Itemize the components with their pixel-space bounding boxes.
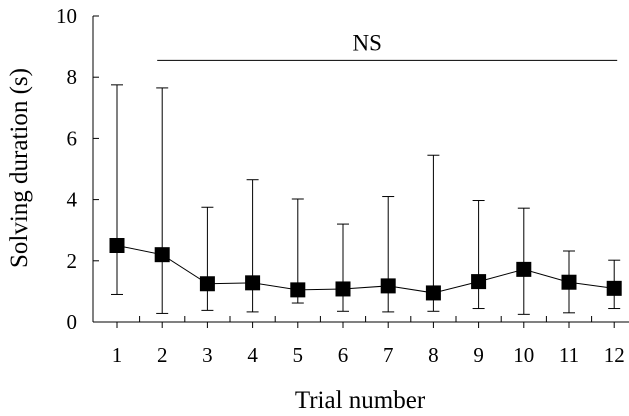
x-tick-label: 1 [112, 343, 123, 367]
data-point [471, 274, 487, 290]
x-tick-label: 11 [559, 343, 579, 367]
y-tick-label: 8 [67, 65, 78, 89]
data-point [154, 247, 170, 263]
x-axis-label: Trial number [295, 387, 426, 414]
y-tick-label: 4 [67, 188, 78, 212]
error-bar [382, 196, 395, 313]
error-bar [517, 207, 530, 315]
data-point [109, 238, 125, 253]
data-point [290, 282, 306, 298]
annotations: NS [157, 30, 618, 61]
y-tick-label: 6 [67, 126, 78, 150]
series [109, 238, 622, 301]
x-axis-ticks: 1 2 3 4 5 6 7 8 9 10 11 12 [112, 316, 625, 367]
error-bar [246, 179, 259, 313]
data-point [425, 285, 441, 301]
x-tick-label: 7 [383, 343, 394, 367]
data-point [606, 280, 622, 296]
x-tick-label: 9 [473, 343, 484, 367]
axes [92, 16, 629, 323]
series-line [116, 245, 615, 294]
y-axis-label: Solving duration (s) [6, 68, 33, 268]
data-point [561, 274, 577, 290]
data-point [380, 278, 396, 294]
data-point [516, 261, 532, 277]
error-bar [337, 223, 349, 312]
y-axis-ticks: 0 2 4 6 8 10 [56, 4, 99, 334]
error-bar [427, 154, 440, 312]
error-bar [111, 84, 123, 295]
data-point [199, 276, 215, 292]
x-tick-label: 3 [202, 343, 213, 367]
x-tick-label: 10 [513, 343, 534, 367]
error-bars [111, 84, 621, 315]
data-point [335, 281, 351, 297]
ns-label: NS [352, 30, 381, 55]
y-tick-label: 10 [56, 4, 77, 28]
y-tick-label: 0 [67, 310, 78, 334]
x-tick-label: 6 [338, 343, 349, 367]
x-tick-label: 5 [293, 343, 304, 367]
error-bar [472, 200, 485, 310]
error-bar [201, 206, 214, 311]
x-tick-label: 4 [247, 343, 258, 367]
data-point [245, 275, 261, 291]
y-tick-label: 2 [67, 249, 78, 273]
x-tick-label: 12 [604, 343, 625, 367]
error-bar [156, 87, 169, 314]
x-tick-label: 2 [157, 343, 168, 367]
x-tick-label: 8 [428, 343, 439, 367]
